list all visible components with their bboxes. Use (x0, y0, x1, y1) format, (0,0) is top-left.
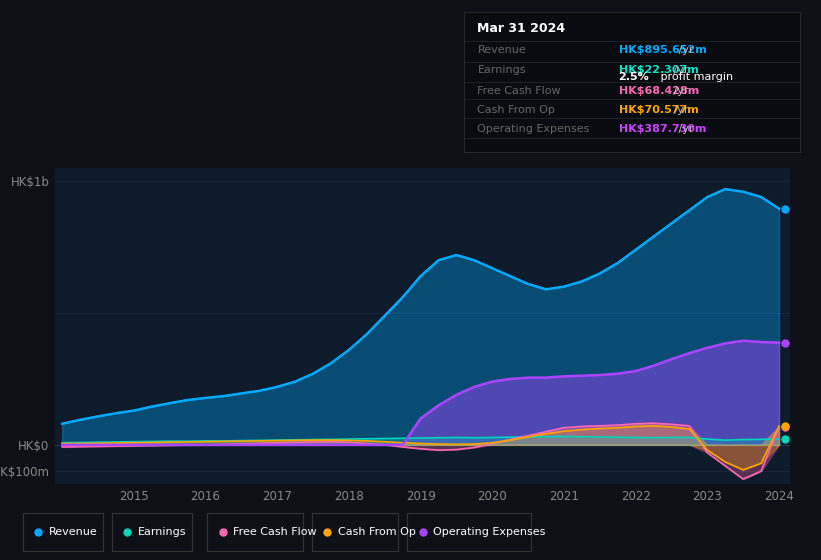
Text: /yr: /yr (676, 124, 694, 134)
Text: /yr: /yr (670, 105, 689, 115)
Text: HK$22.307m: HK$22.307m (618, 65, 699, 75)
Bar (207, 513, 303, 551)
Text: Revenue: Revenue (478, 45, 526, 55)
Text: Operating Expenses: Operating Expenses (433, 527, 546, 537)
Text: Mar 31 2024: Mar 31 2024 (478, 22, 566, 35)
Text: Earnings: Earnings (478, 65, 526, 75)
Text: profit margin: profit margin (657, 72, 733, 82)
Text: /yr: /yr (676, 45, 694, 55)
Text: Free Cash Flow: Free Cash Flow (478, 86, 561, 96)
Text: Earnings: Earnings (138, 527, 186, 537)
Text: /yr: /yr (670, 86, 689, 96)
Bar (23, 513, 103, 551)
Bar (312, 513, 398, 551)
Text: Revenue: Revenue (48, 527, 97, 537)
Text: /yr: /yr (670, 65, 689, 75)
Bar (407, 513, 530, 551)
Text: Cash From Op: Cash From Op (338, 527, 415, 537)
Text: HK$387.730m: HK$387.730m (618, 124, 706, 134)
Bar (112, 513, 192, 551)
Text: Free Cash Flow: Free Cash Flow (233, 527, 317, 537)
Text: 2.5%: 2.5% (618, 72, 649, 82)
Text: HK$68.428m: HK$68.428m (618, 86, 699, 96)
Text: Operating Expenses: Operating Expenses (478, 124, 589, 134)
Text: HK$895.652m: HK$895.652m (618, 45, 706, 55)
Text: HK$70.577m: HK$70.577m (618, 105, 699, 115)
Text: Cash From Op: Cash From Op (478, 105, 555, 115)
